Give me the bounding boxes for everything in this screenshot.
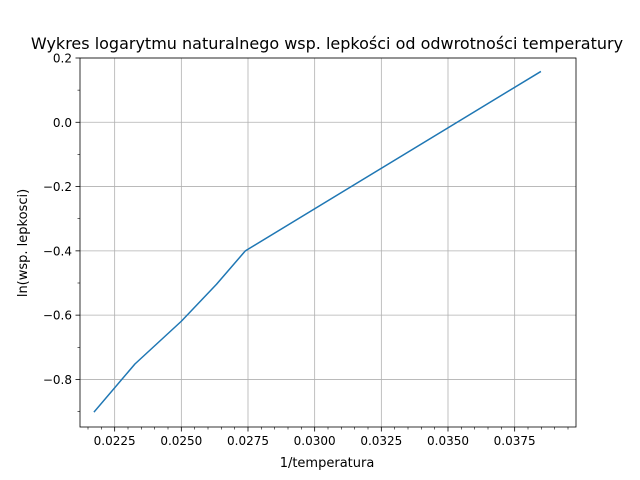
y-tick-label: 0.0 <box>53 116 72 130</box>
x-tick-label: 0.0225 <box>94 434 136 448</box>
y-axis-label: ln(wsp. lepkosci) <box>16 189 31 297</box>
series-line-0 <box>93 70 542 413</box>
x-tick-label: 0.0350 <box>427 434 469 448</box>
y-tick-label: −0.2 <box>43 180 72 194</box>
x-tick-label: 0.0275 <box>227 434 269 448</box>
chart-title: Wykres logarytmu naturalnego wsp. lepkoś… <box>31 34 623 53</box>
x-tick-label: 0.0375 <box>494 434 536 448</box>
x-tick-label: 0.0250 <box>160 434 202 448</box>
series-layer <box>93 70 542 413</box>
x-tick-label: 0.0300 <box>294 434 336 448</box>
x-tick-label: 0.0325 <box>360 434 402 448</box>
y-tick-label: −0.6 <box>43 309 72 323</box>
y-tick-label: −0.8 <box>43 373 72 387</box>
y-tick-label: −0.4 <box>43 244 72 258</box>
tick-layer: 0.0225 0.0250 0.0275 0.0300 0.0325 0.0350 0.03… <box>43 52 569 448</box>
x-axis-label: 1/temperatura <box>280 456 375 471</box>
y-tick-label: 0.2 <box>53 52 72 66</box>
